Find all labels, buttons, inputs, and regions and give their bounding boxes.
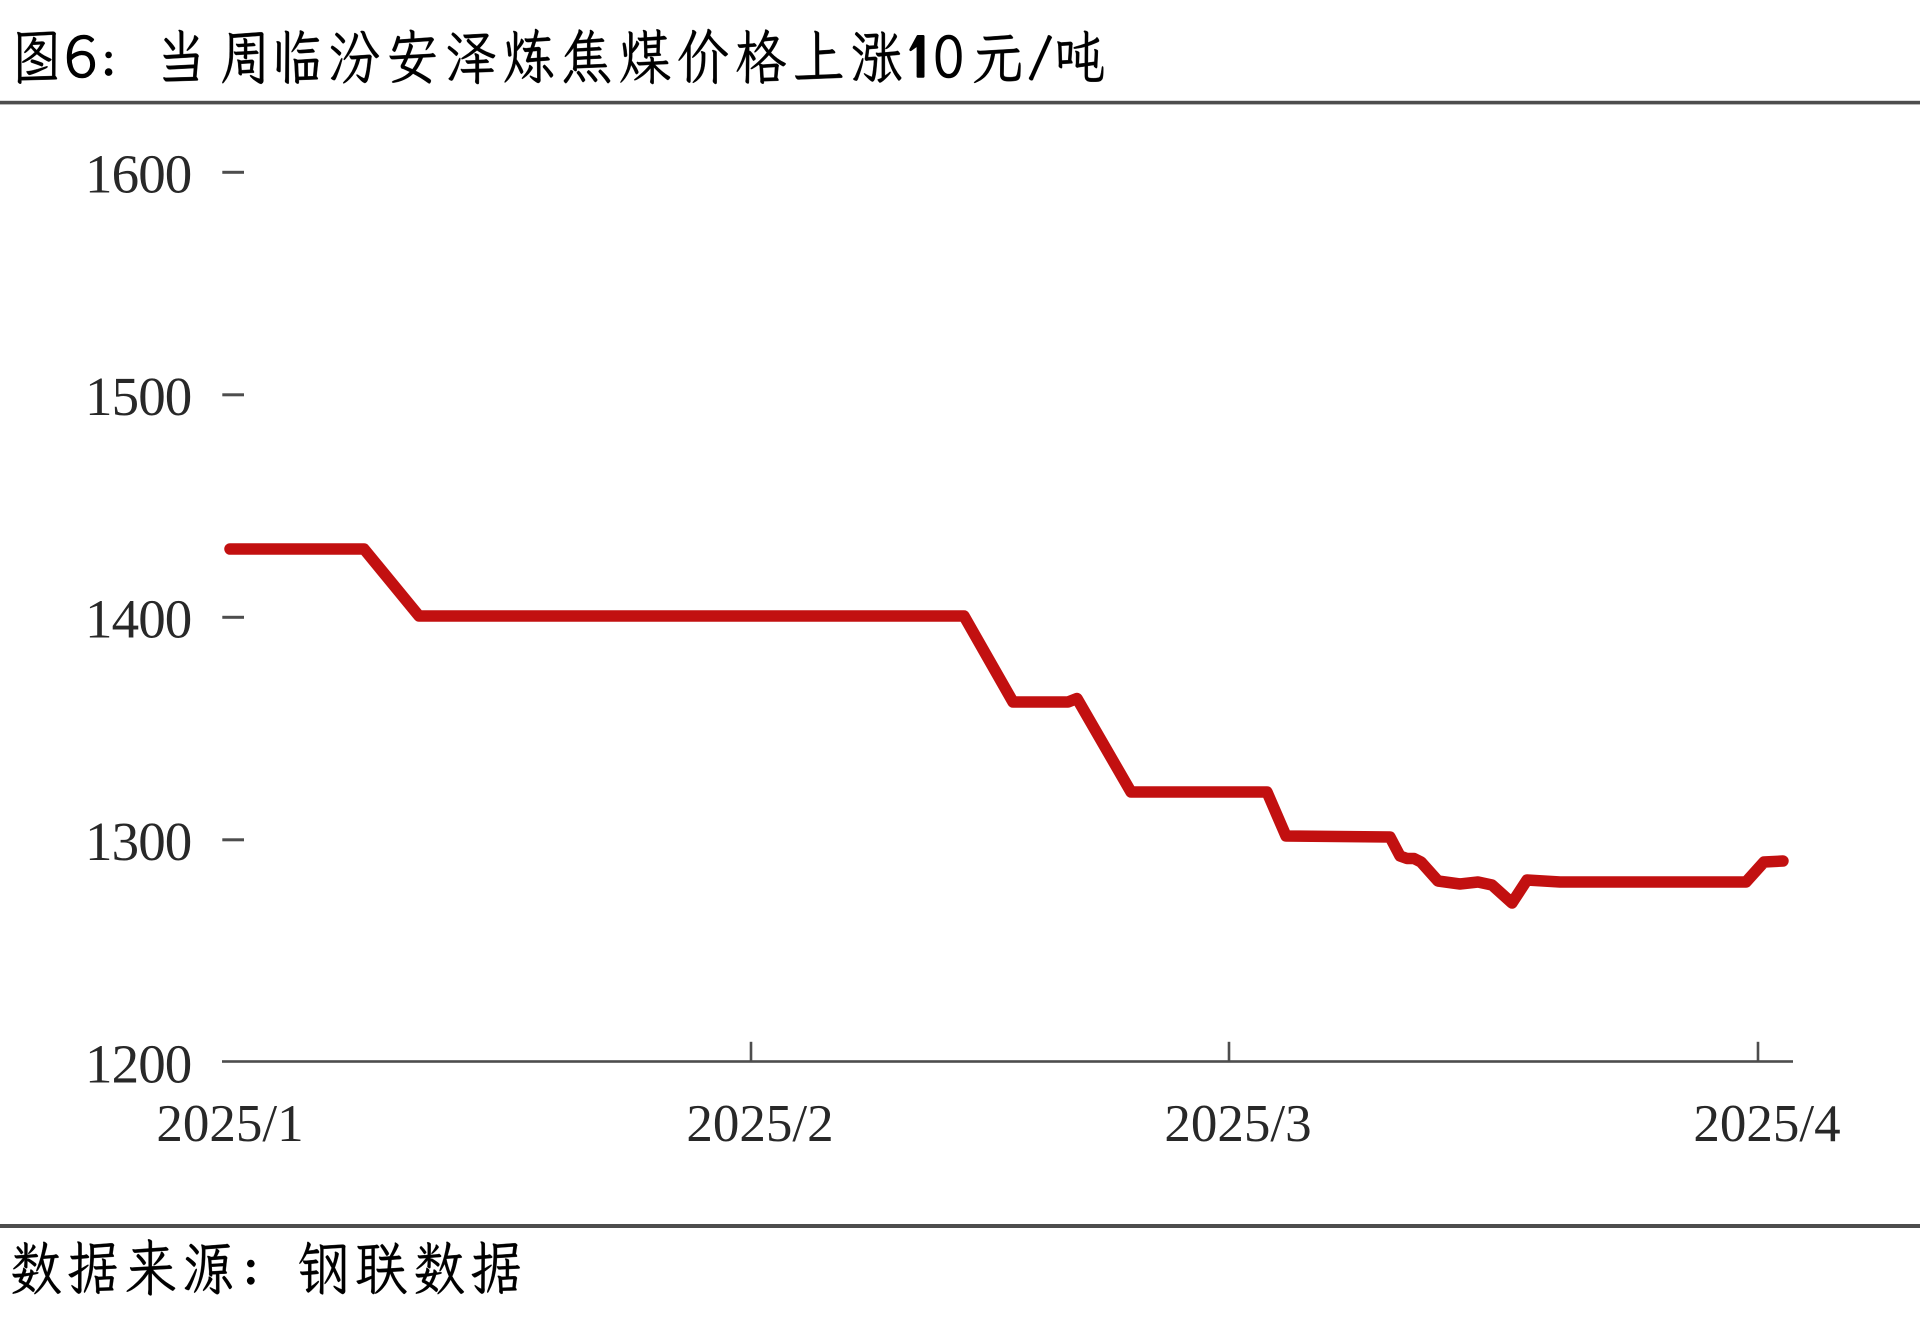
svg-text:1400: 1400 <box>85 589 191 650</box>
svg-text:1300: 1300 <box>85 811 191 872</box>
svg-text:2025/1: 2025/1 <box>156 1095 303 1153</box>
svg-text:2025/3: 2025/3 <box>1164 1095 1311 1153</box>
svg-text:2025/2: 2025/2 <box>686 1095 833 1153</box>
svg-text:2025/4: 2025/4 <box>1693 1095 1840 1153</box>
svg-text:1500: 1500 <box>85 366 191 427</box>
svg-text:1600: 1600 <box>85 144 191 205</box>
svg-text:1200: 1200 <box>85 1034 191 1095</box>
